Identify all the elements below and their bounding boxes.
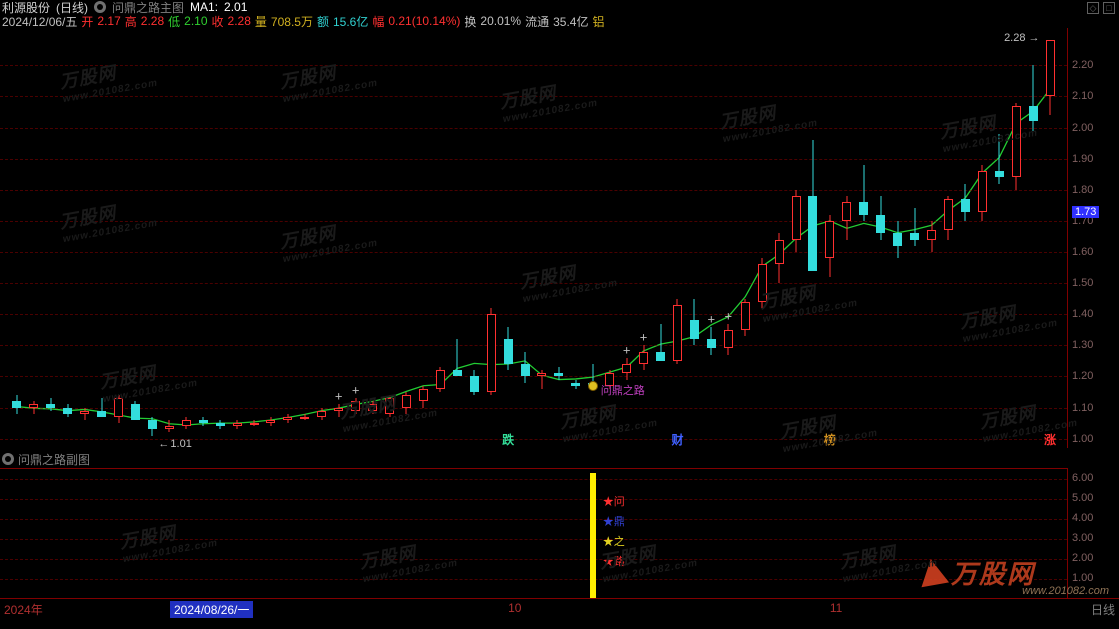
diamond-icon[interactable]: ◇ xyxy=(1087,2,1099,14)
sub-indicator-name: 问鼎之路副图 xyxy=(18,451,90,468)
x-right-label: 日线 xyxy=(1091,601,1115,618)
bottom-cn-marker: 财 xyxy=(671,431,683,448)
ohlc-info-bar: 2024/12/06/五 开 2.17 高 2.28 低 2.10 收 2.28 量70… xyxy=(2,14,605,28)
chg-label: 幅 xyxy=(372,13,384,30)
grid-line xyxy=(0,159,1067,160)
grid-line xyxy=(0,96,1067,97)
sub-signal-bar xyxy=(590,473,596,599)
high-label: 高 xyxy=(125,13,137,30)
y-tick-label: 1.30 xyxy=(1072,339,1093,351)
x-year-label: 2024年 xyxy=(4,601,43,618)
open-label: 开 xyxy=(81,13,93,30)
bottom-cn-marker: 跌 xyxy=(502,431,514,448)
turn-label: 换 xyxy=(464,13,476,30)
vol-label: 量 xyxy=(255,13,267,30)
grid-line xyxy=(0,479,1067,480)
bottom-cn-marker: 涨 xyxy=(1044,431,1056,448)
date-value: 2024/12/06/五 xyxy=(2,13,77,30)
turn-value: 20.01% xyxy=(480,14,521,28)
y-tick-label: 2.10 xyxy=(1072,90,1093,102)
grid-line xyxy=(0,345,1067,346)
ma-value: 2.01 xyxy=(224,0,247,14)
high-price-annotation: 2.28 → xyxy=(1004,32,1039,44)
watermark-logo: 万股网 www.201082.com xyxy=(919,549,1109,595)
y-tick-label: 1.20 xyxy=(1072,370,1093,382)
main-y-axis: 1.001.101.201.301.401.501.601.701.801.90… xyxy=(1067,28,1119,448)
plus-signal-icon: + xyxy=(352,383,360,398)
logo-arrow-icon xyxy=(917,557,949,587)
close-label: 收 xyxy=(212,13,224,30)
gear-icon[interactable] xyxy=(2,453,14,465)
logo-url: www.201082.com xyxy=(1022,585,1109,597)
low-price-annotation: 1.01 xyxy=(158,438,191,450)
corner-controls: ◇ □ xyxy=(1087,2,1115,14)
float-label: 流通 xyxy=(525,13,549,30)
open-value: 2.17 xyxy=(97,14,120,28)
low-value: 2.10 xyxy=(184,14,207,28)
close-value: 2.28 xyxy=(228,14,251,28)
grid-line xyxy=(0,519,1067,520)
x-tick-label: 10 xyxy=(508,601,521,615)
sub-star-label: ★路 xyxy=(603,553,625,569)
y-tick-label: 5.00 xyxy=(1072,492,1093,504)
signal-dot-icon xyxy=(588,381,598,391)
gear-icon[interactable] xyxy=(94,1,106,13)
y-tick-label: 3.00 xyxy=(1072,532,1093,544)
vol-value: 708.5万 xyxy=(271,13,313,30)
grid-line xyxy=(0,190,1067,191)
grid-line xyxy=(0,128,1067,129)
grid-line xyxy=(0,539,1067,540)
y-tick-label: 1.00 xyxy=(1072,433,1093,445)
y-price-highlight: 1.73 xyxy=(1072,206,1099,218)
y-tick-label: 2.00 xyxy=(1072,122,1093,134)
amt-label: 额 xyxy=(317,13,329,30)
y-tick-label: 1.60 xyxy=(1072,246,1093,258)
low-label: 低 xyxy=(168,13,180,30)
sub-star-label: ★之 xyxy=(603,533,625,549)
plus-signal-icon: + xyxy=(640,330,648,345)
grid-line xyxy=(0,376,1067,377)
plus-signal-icon: + xyxy=(335,389,343,404)
float-value: 35.4亿 xyxy=(553,13,588,30)
grid-line xyxy=(0,283,1067,284)
sub-star-label: ★鼎 xyxy=(603,513,625,529)
amt-value: 15.6亿 xyxy=(333,13,368,30)
y-tick-label: 1.10 xyxy=(1072,402,1093,414)
bottom-cn-marker: 榜 xyxy=(824,431,836,448)
box-icon[interactable]: □ xyxy=(1103,2,1115,14)
x-tick-label: 11 xyxy=(830,601,842,615)
sub-star-label: ★问 xyxy=(603,493,625,509)
high-value: 2.28 xyxy=(141,14,164,28)
y-tick-label: 2.20 xyxy=(1072,59,1093,71)
signal-annotation-label: 问鼎之路 xyxy=(601,382,645,398)
grid-line xyxy=(0,499,1067,500)
main-candlestick-chart[interactable]: 1.01 2.28 → + + + + + + 问鼎之路跌 财 榜 涨 xyxy=(0,28,1067,448)
plus-signal-icon: + xyxy=(708,311,716,326)
grid-line xyxy=(0,221,1067,222)
y-tick-label: 1.40 xyxy=(1072,308,1093,320)
x-axis: 2024年 日线 2024/08/26/一 10 11 xyxy=(0,598,1119,629)
chart-page: ◇ □ 利源股份 (日线) 问鼎之路主图 MA1: 2.01 2024/12/0… xyxy=(0,0,1119,629)
plus-signal-icon: + xyxy=(623,342,631,357)
grid-line xyxy=(0,559,1067,560)
sub-chart-title-bar: 问鼎之路副图 xyxy=(2,452,90,466)
sub-signal-chart[interactable]: ★问 ★鼎 ★之 ★路 xyxy=(0,468,1067,598)
y-tick-label: 6.00 xyxy=(1072,472,1093,484)
y-tick-label: 1.80 xyxy=(1072,184,1093,196)
chg-value: 0.21(10.14%) xyxy=(388,14,460,28)
grid-line xyxy=(0,65,1067,66)
y-tick-label: 4.00 xyxy=(1072,512,1093,524)
grid-line xyxy=(0,579,1067,580)
x-date-highlight: 2024/08/26/一 xyxy=(170,601,253,618)
grid-line xyxy=(0,314,1067,315)
sector-value: 铝 xyxy=(592,13,604,30)
y-tick-label: 1.50 xyxy=(1072,277,1093,289)
plus-signal-icon: + xyxy=(724,308,732,323)
grid-line xyxy=(0,252,1067,253)
grid-line xyxy=(0,408,1067,409)
y-tick-label: 1.90 xyxy=(1072,153,1093,165)
